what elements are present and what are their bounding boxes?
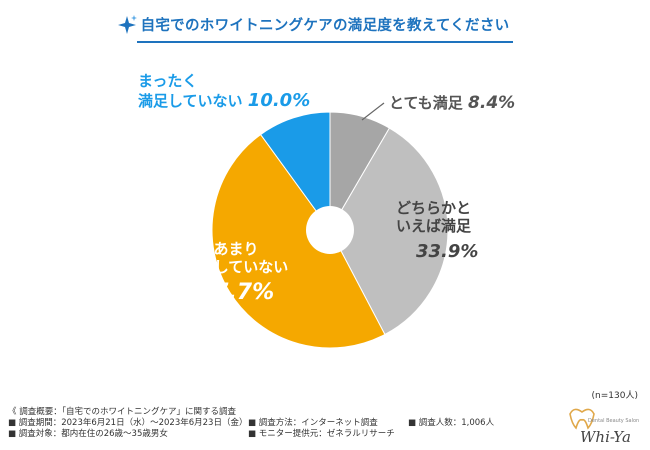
svg-text:Dental Beauty Salon: Dental Beauty Salon [588, 418, 639, 424]
sample-size-note: (n=130人) [591, 391, 638, 401]
footer-provider: ■ モニター提供元：ゼネラルリサーチ [248, 429, 395, 439]
sparkle-icon [118, 15, 137, 34]
label-somewhat-satisfied: どちらかと いえば満足 33.9% [396, 199, 479, 262]
pie-center-hole [306, 206, 354, 254]
value-very-satisfied: 8.4% [468, 93, 516, 113]
svg-text:Whi-Ya: Whi-Ya [580, 428, 631, 446]
footer-target: ■ 調査対象：都内在住の26歳～35歳男女 [8, 429, 168, 439]
label-not-very-satisfied: あまり 満足していない 47.7% [176, 240, 296, 306]
whiya-logo: Dental Beauty Salon Whi-Ya [569, 408, 639, 446]
value-somewhat-satisfied: 33.9% [416, 241, 479, 262]
footer-method: ■ 調査方法：インターネット調査 [248, 418, 378, 428]
footer-count: ■ 調査人数：1,006人 [408, 418, 495, 428]
label-very-satisfied: とても満足 8.4% [389, 93, 516, 113]
footer-survey-name: 《 調査概要：「自宅でのホワイトニングケア」に関する調査 [8, 407, 236, 417]
pie-chart [211, 102, 449, 349]
slice-somewhat-satisfied [329, 127, 449, 336]
leader-line-top-satisfied [361, 102, 385, 121]
value-not-satisfied-at-all: 10.0% [247, 90, 311, 111]
value-not-very-satisfied: 47.7% [197, 280, 275, 305]
footer-period: ■ 調査期間：2023年6月21日（水）～2023年6月23日（金） [8, 418, 248, 428]
survey-footer: 《 調査概要：「自宅でのホワイトニングケア」に関する調査 ■ 調査期間：2023… [8, 407, 548, 440]
label-not-satisfied-at-all: まったく 満足していない 10.0% [138, 72, 311, 111]
slice-not-satisfied-at-all [259, 111, 331, 232]
chart-title: 自宅でのホワイトニングケアの満足度を教えてください [136, 14, 514, 43]
slice-not-very-satisfied [211, 133, 386, 349]
